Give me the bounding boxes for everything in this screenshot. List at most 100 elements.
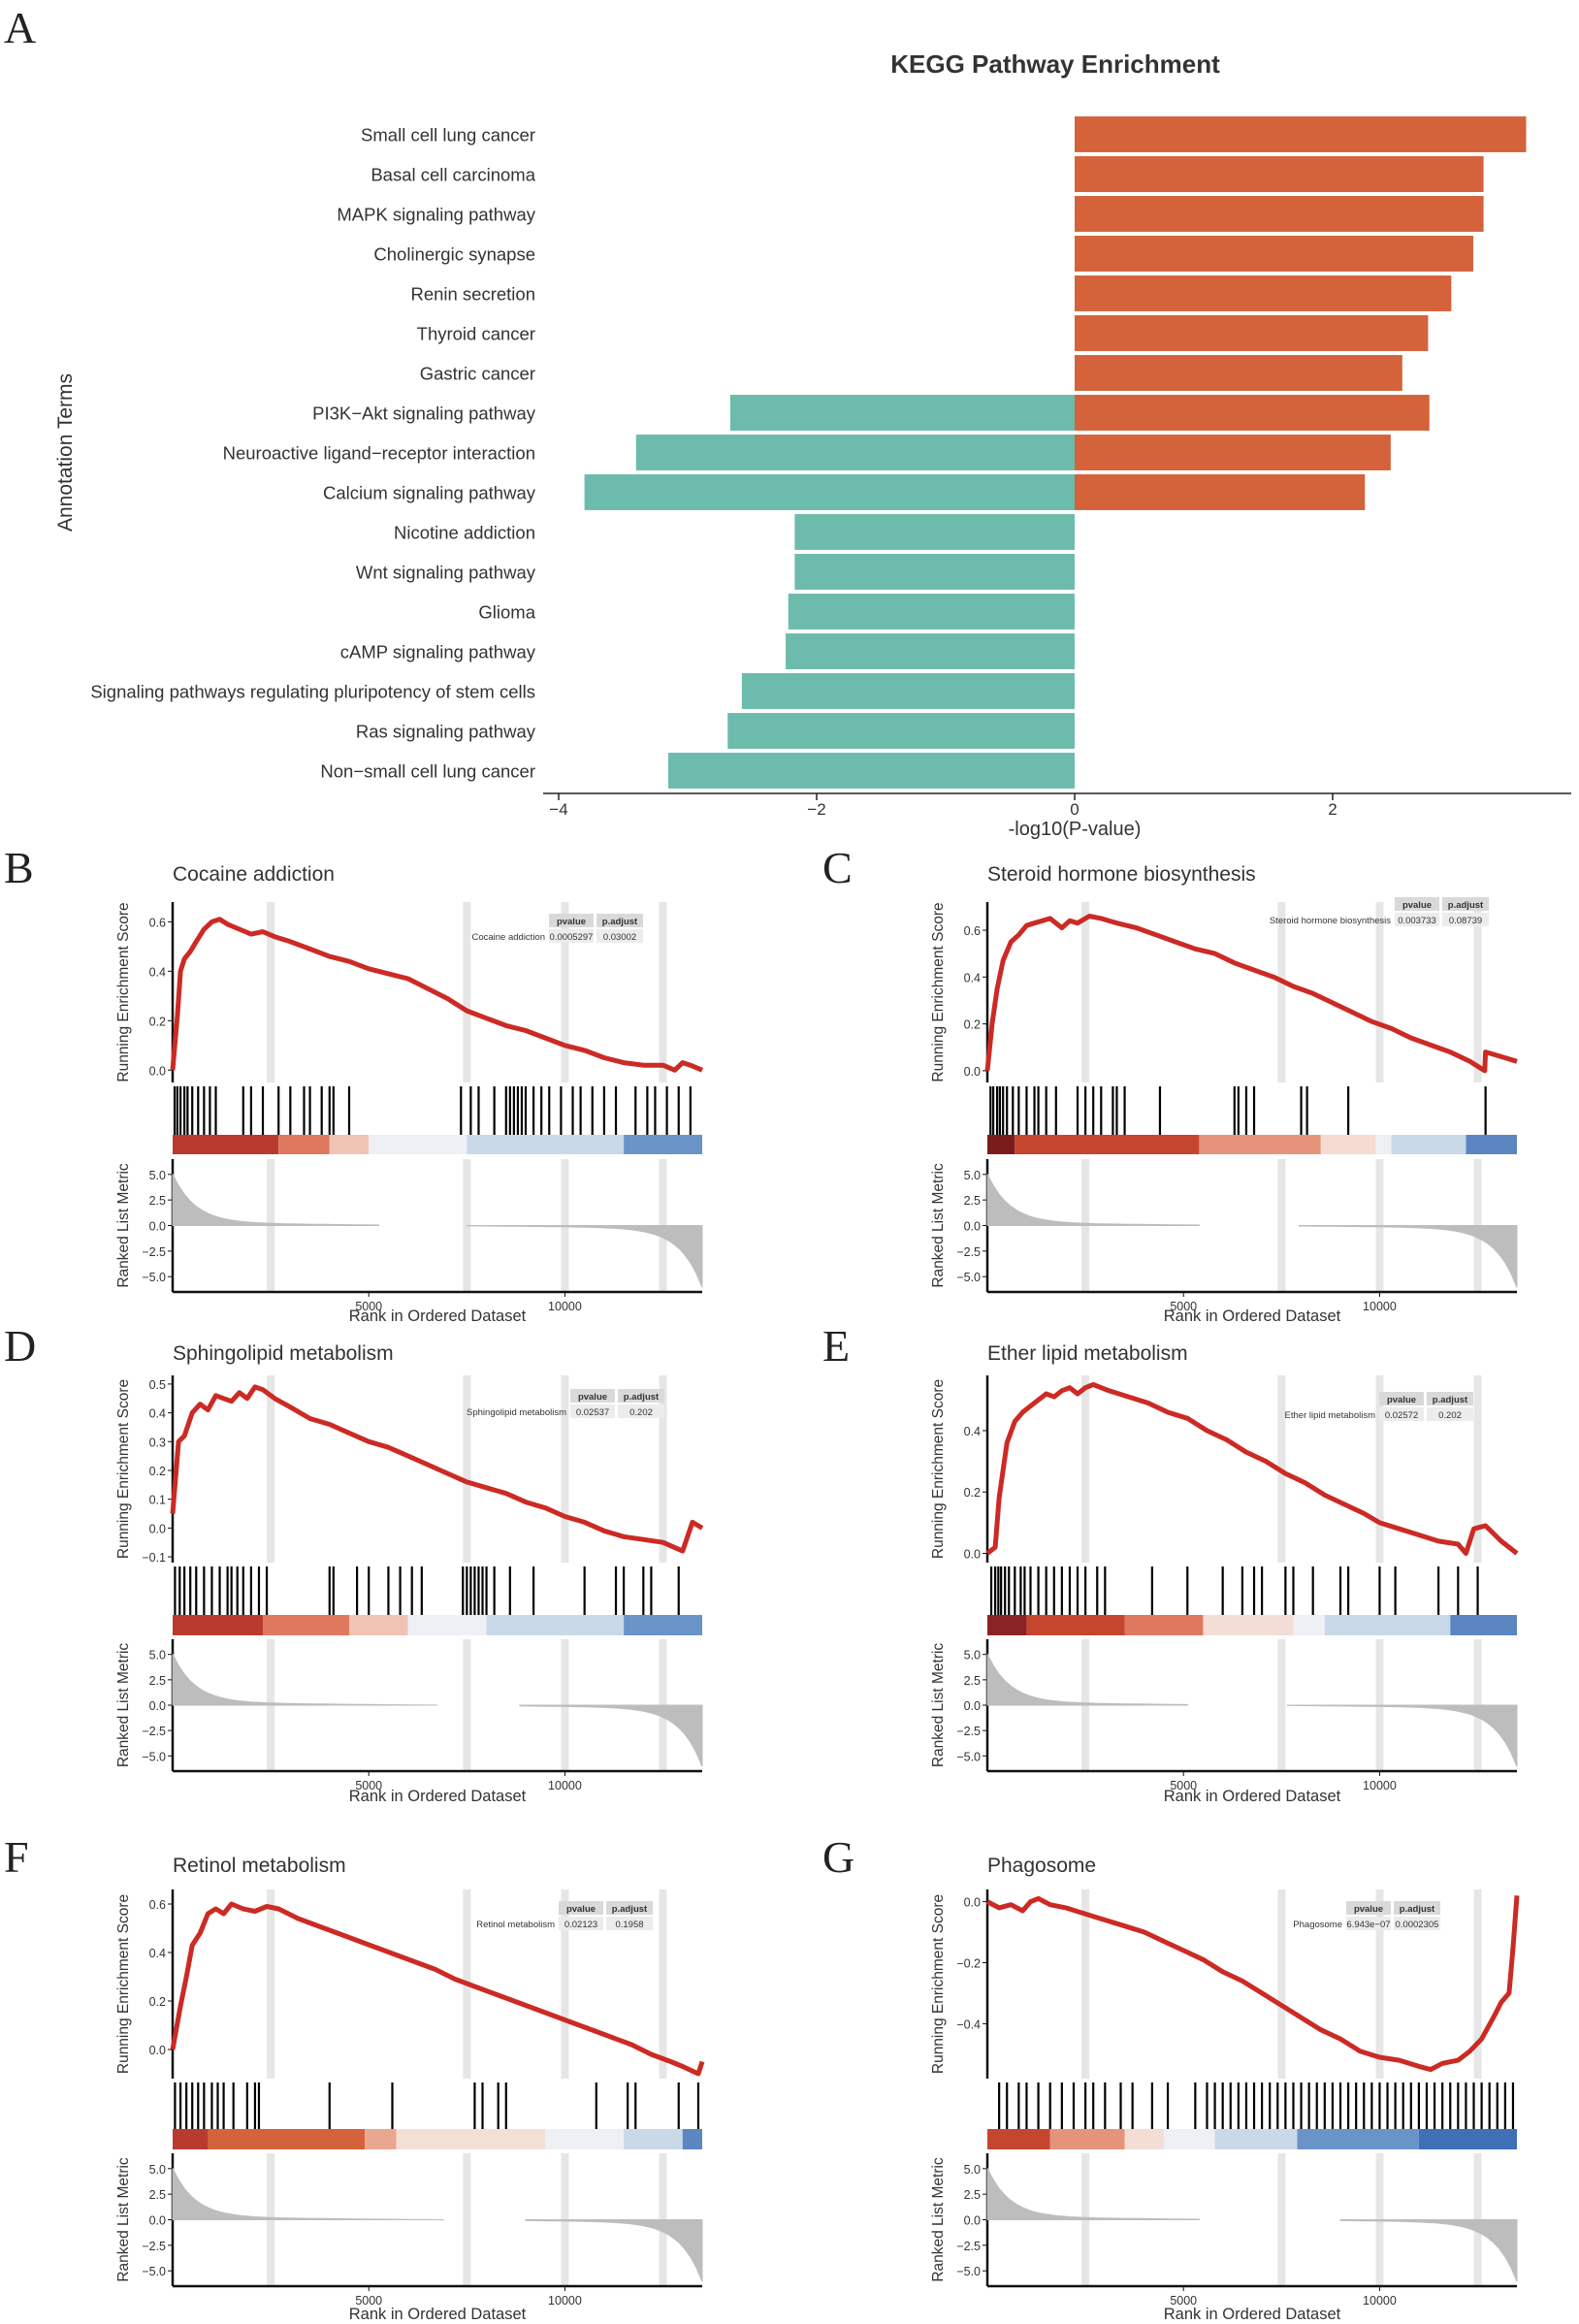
es-y-tick-label: 0.1	[149, 1494, 166, 1507]
es-y-tick-label: 0.4	[149, 1947, 166, 1960]
es-y-axis-label: Running Enrichment Score	[930, 1894, 947, 2074]
highlight-band	[1277, 1889, 1286, 2079]
metric-y-axis-label: Ranked List Metric	[115, 1643, 132, 1768]
es-y-tick-label: 0.4	[149, 965, 166, 979]
chart-title: KEGG Pathway Enrichment	[890, 49, 1220, 79]
metric-y-tick-label: 2.5	[964, 1194, 981, 1208]
category-label: Wnt signaling pathway	[356, 563, 536, 583]
table-gene-set-name: Steroid hormone biosynthesis	[1270, 916, 1391, 926]
metric-area-negative	[1286, 1704, 1518, 1767]
rank-heat-segment	[1324, 1615, 1451, 1635]
es-y-tick-label: 0.0	[149, 1522, 166, 1535]
metric-y-tick-label: 0.0	[149, 1699, 166, 1713]
bar-down-ras-signaling-pathway	[727, 713, 1075, 749]
metric-y-tick-label: 0.0	[149, 2214, 166, 2228]
table-header-cell	[1442, 897, 1489, 911]
es-y-tick-label: 0.6	[149, 1898, 166, 1912]
rank-heat-segment	[1293, 1615, 1325, 1635]
highlight-band	[1375, 1375, 1384, 1563]
x-tick-label: 10000	[1363, 1300, 1397, 1313]
metric-area-positive	[986, 2168, 1200, 2220]
es-y-tick-label: 0.0	[149, 1064, 166, 1078]
es-y-tick-label: 0.4	[149, 1407, 166, 1421]
bar-up-basal-cell-carcinoma	[1075, 156, 1484, 192]
bar-up-calcium-signaling-pathway	[1075, 474, 1366, 510]
table-padjust: 0.08739	[1449, 916, 1482, 926]
metric-area-positive	[172, 1653, 438, 1706]
gsea-plot-retinol-metabolism: Retinol metabolism Running Enrichment Sco…	[115, 1855, 705, 2323]
rank-heat-segment	[987, 1135, 1015, 1154]
category-label: Small cell lung cancer	[361, 125, 535, 145]
es-y-tick-label: 0.5	[149, 1378, 166, 1392]
rank-heat-segment	[1124, 1615, 1204, 1635]
x-tick-label: 0	[1070, 800, 1079, 819]
running-enrichment-line	[170, 917, 703, 1073]
highlight-band	[1277, 1159, 1286, 1292]
table-header-padjust: p.adjust	[612, 1904, 648, 1915]
metric-y-tick-label: 2.5	[149, 1194, 166, 1208]
es-y-tick-label: 0.2	[149, 1465, 166, 1478]
table-header-pvalue: pvalue	[1387, 1395, 1416, 1405]
gsea-title: Sphingolipid metabolism	[173, 1342, 394, 1365]
panel-label-b: B	[4, 843, 34, 892]
table-value-cell	[618, 1404, 664, 1418]
rank-heat-segment	[624, 1135, 702, 1154]
table-value-cell	[549, 929, 594, 943]
metric-y-tick-label: −2.5	[142, 1245, 166, 1259]
metric-y-tick-label: 0.0	[149, 1220, 166, 1234]
gsea-plot-cocaine-addiction: Cocaine addiction Running Enrichment Scor…	[115, 863, 703, 1325]
x-tick-label: 10000	[1363, 1779, 1397, 1792]
highlight-band	[1473, 902, 1482, 1082]
table-value-cell	[1346, 1917, 1391, 1930]
metric-y-tick-label: 0.0	[964, 2214, 981, 2228]
metric-y-tick-label: 5.0	[149, 1649, 166, 1662]
bar-down-wnt-signaling-pathway	[794, 554, 1075, 590]
rank-heat-segment	[624, 1615, 702, 1635]
rank-heat-segment	[208, 2129, 366, 2149]
table-pvalue: 0.02537	[576, 1407, 609, 1418]
es-y-tick-label: 0.6	[964, 924, 981, 938]
x-tick-label: 10000	[548, 1779, 582, 1792]
highlight-band	[1277, 902, 1286, 1082]
table-header-padjust: p.adjust	[624, 1392, 660, 1403]
metric-y-axis-label: Ranked List Metric	[930, 2157, 947, 2282]
x-axis-label: Rank in Ordered Dataset	[349, 1307, 527, 1325]
metric-y-tick-label: −5.0	[142, 1271, 166, 1284]
panel-label-d: D	[4, 1321, 36, 1371]
metric-y-tick-label: 2.5	[964, 2188, 981, 2202]
metric-y-tick-label: 5.0	[149, 1169, 166, 1182]
category-label: Gastric cancer	[420, 364, 535, 384]
bar-down-non-small-cell-lung-cancer	[668, 753, 1075, 789]
es-y-axis-label: Running Enrichment Score	[115, 902, 132, 1081]
es-y-tick-label: 0.0	[964, 1548, 981, 1562]
rank-heat-segment	[682, 2129, 702, 2149]
es-y-tick-label: 0.2	[964, 1018, 981, 1032]
highlight-band	[561, 1375, 569, 1563]
table-gene-set-name: Sphingolipid metabolism	[467, 1407, 566, 1418]
x-axis-label: Rank in Ordered Dataset	[1164, 1307, 1341, 1325]
gsea-title: Cocaine addiction	[173, 863, 335, 886]
category-label: Thyroid cancer	[417, 324, 535, 344]
metric-y-axis-label: Ranked List Metric	[930, 1163, 947, 1288]
category-label: Basal cell carcinoma	[371, 165, 535, 185]
category-label: PI3K−Akt signaling pathway	[312, 403, 536, 424]
table-header-cell	[1394, 1901, 1440, 1915]
table-header-padjust: p.adjust	[1433, 1395, 1468, 1405]
table-padjust: 0.202	[629, 1407, 653, 1418]
metric-area-positive	[986, 1653, 1188, 1706]
x-tick-label: 5000	[355, 1300, 382, 1313]
table-header-pvalue: pvalue	[1402, 900, 1432, 911]
highlight-band	[1473, 1889, 1482, 2079]
table-pvalue: 0.003733	[1398, 916, 1436, 926]
rank-heat-segment	[486, 1615, 625, 1635]
bar-down-glioma	[788, 594, 1075, 629]
es-y-tick-label: 0.3	[149, 1436, 166, 1449]
x-axis-label: Rank in Ordered Dataset	[1164, 1788, 1341, 1805]
highlight-band	[267, 902, 275, 1082]
table-header-cell	[1379, 1392, 1424, 1405]
running-enrichment-line	[170, 1384, 704, 1554]
table-value-cell	[1395, 913, 1439, 926]
bar-up-small-cell-lung-cancer	[1075, 116, 1527, 152]
rank-heat-segment	[987, 2129, 1050, 2149]
metric-y-tick-label: 0.0	[964, 1220, 981, 1234]
